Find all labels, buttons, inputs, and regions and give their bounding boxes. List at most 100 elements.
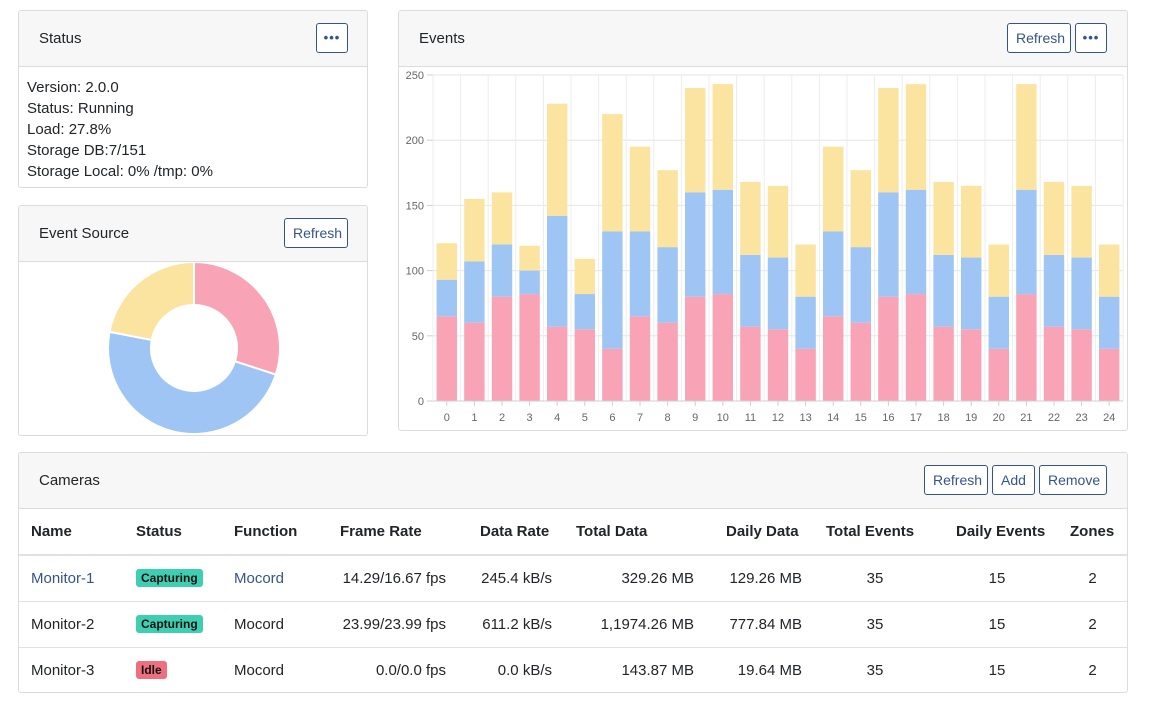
bar-segment-1[interactable]: [491, 244, 513, 297]
bar-segment-1[interactable]: [546, 215, 568, 327]
bar-segment-0[interactable]: [850, 322, 872, 401]
status-more-button[interactable]: •••: [316, 23, 348, 53]
cameras-add-button[interactable]: Add: [992, 465, 1035, 495]
bar-segment-2[interactable]: [574, 258, 596, 295]
col-header-total-events[interactable]: Total Events: [814, 509, 936, 556]
bar-segment-0[interactable]: [740, 326, 761, 401]
bar-segment-1[interactable]: [574, 294, 596, 330]
bar-segment-0[interactable]: [988, 348, 1010, 401]
bar-segment-2[interactable]: [960, 185, 982, 258]
bar-segment-0[interactable]: [1071, 329, 1092, 401]
bar-segment-1[interactable]: [1071, 257, 1092, 330]
bar-segment-1[interactable]: [1043, 254, 1065, 327]
bar-segment-0[interactable]: [491, 296, 513, 401]
bar-segment-1[interactable]: [822, 231, 844, 317]
bar-segment-2[interactable]: [1016, 84, 1037, 190]
bar-segment-0[interactable]: [1098, 348, 1120, 401]
x-tick-label: 8: [665, 412, 671, 424]
bar-segment-1[interactable]: [988, 296, 1010, 349]
camera-name[interactable]: Monitor-1: [31, 569, 95, 587]
bar-segment-1[interactable]: [767, 257, 789, 330]
bar-segment-2[interactable]: [602, 114, 623, 232]
bar-segment-0[interactable]: [629, 316, 651, 401]
bar-segment-1[interactable]: [684, 192, 706, 297]
bar-segment-0[interactable]: [1043, 326, 1065, 401]
bar-segment-1[interactable]: [436, 279, 458, 317]
bar-segment-1[interactable]: [878, 192, 899, 297]
bar-segment-0[interactable]: [905, 294, 927, 401]
bar-segment-1[interactable]: [629, 231, 651, 317]
cameras-remove-button[interactable]: Remove: [1039, 465, 1107, 495]
bar-segment-1[interactable]: [905, 189, 927, 295]
cameras-card: Cameras Refresh Add Remove Name Status F…: [18, 452, 1128, 693]
donut-slice-1[interactable]: [107, 330, 278, 435]
col-header-frame-rate[interactable]: Frame Rate: [318, 509, 458, 556]
bar-segment-2[interactable]: [657, 170, 678, 248]
bar-segment-0[interactable]: [960, 329, 982, 401]
col-header-data-rate[interactable]: Data Rate: [458, 509, 564, 556]
bar-segment-1[interactable]: [519, 270, 540, 295]
bar-segment-0[interactable]: [822, 316, 844, 401]
bar-segment-1[interactable]: [740, 254, 761, 327]
col-header-status[interactable]: Status: [124, 509, 222, 556]
bar-segment-2[interactable]: [491, 192, 513, 245]
event-source-refresh-button[interactable]: Refresh: [284, 218, 348, 248]
bar-segment-0[interactable]: [574, 329, 596, 401]
col-header-name[interactable]: Name: [19, 509, 124, 556]
bar-segment-2[interactable]: [933, 181, 954, 255]
bar-segment-2[interactable]: [1043, 181, 1065, 255]
bar-segment-0[interactable]: [1016, 294, 1037, 401]
bar-segment-2[interactable]: [1071, 185, 1092, 258]
cameras-refresh-button[interactable]: Refresh: [924, 465, 988, 495]
col-header-total-data[interactable]: Total Data: [564, 509, 706, 556]
bar-segment-1[interactable]: [657, 247, 678, 323]
bar-segment-2[interactable]: [1098, 244, 1120, 297]
bar-segment-1[interactable]: [712, 189, 734, 295]
bar-segment-2[interactable]: [767, 185, 789, 258]
bar-segment-0[interactable]: [464, 322, 485, 401]
bar-segment-0[interactable]: [712, 294, 734, 401]
bar-segment-2[interactable]: [436, 243, 458, 280]
donut-slice-0[interactable]: [193, 262, 281, 376]
col-header-function[interactable]: Function: [222, 509, 318, 556]
bar-segment-0[interactable]: [657, 322, 678, 401]
bar-segment-1[interactable]: [850, 247, 872, 323]
events-refresh-button[interactable]: Refresh: [1007, 23, 1071, 53]
bar-segment-2[interactable]: [988, 244, 1010, 297]
bar-segment-2[interactable]: [878, 88, 899, 193]
bar-segment-0[interactable]: [436, 316, 458, 401]
bar-segment-0[interactable]: [878, 296, 899, 401]
bar-segment-1[interactable]: [960, 257, 982, 330]
camera-function[interactable]: Mocord: [234, 569, 285, 587]
bar-segment-1[interactable]: [1098, 296, 1120, 349]
bar-segment-2[interactable]: [519, 245, 540, 271]
bar-segment-1[interactable]: [602, 231, 623, 349]
bar-segment-2[interactable]: [850, 170, 872, 248]
bar-segment-2[interactable]: [822, 146, 844, 232]
bar-segment-2[interactable]: [712, 84, 734, 190]
bar-segment-2[interactable]: [629, 146, 651, 232]
bar-segment-0[interactable]: [546, 326, 568, 401]
bar-segment-2[interactable]: [546, 103, 568, 216]
donut-slice-2[interactable]: [108, 262, 195, 342]
col-header-daily-events[interactable]: Daily Events: [936, 509, 1058, 556]
bar-segment-1[interactable]: [933, 254, 954, 327]
events-more-button[interactable]: •••: [1075, 23, 1107, 53]
bar-segment-2[interactable]: [464, 198, 485, 262]
bar-segment-0[interactable]: [795, 348, 816, 401]
bar-segment-0[interactable]: [767, 329, 789, 401]
col-header-daily-data[interactable]: Daily Data: [706, 509, 814, 556]
bar-segment-0[interactable]: [684, 296, 706, 401]
bar-segment-1[interactable]: [1016, 189, 1037, 295]
bar-segment-2[interactable]: [684, 88, 706, 193]
bar-segment-0[interactable]: [602, 348, 623, 401]
bar-segment-0[interactable]: [519, 294, 540, 401]
bar-segment-2[interactable]: [905, 84, 927, 190]
col-header-zones[interactable]: Zones: [1058, 509, 1127, 556]
bar-segment-0[interactable]: [933, 326, 954, 401]
bar-segment-1[interactable]: [795, 296, 816, 349]
bar-segment-1[interactable]: [464, 261, 485, 323]
bar-segment-2[interactable]: [795, 244, 816, 297]
bar-segment-2[interactable]: [740, 181, 761, 255]
